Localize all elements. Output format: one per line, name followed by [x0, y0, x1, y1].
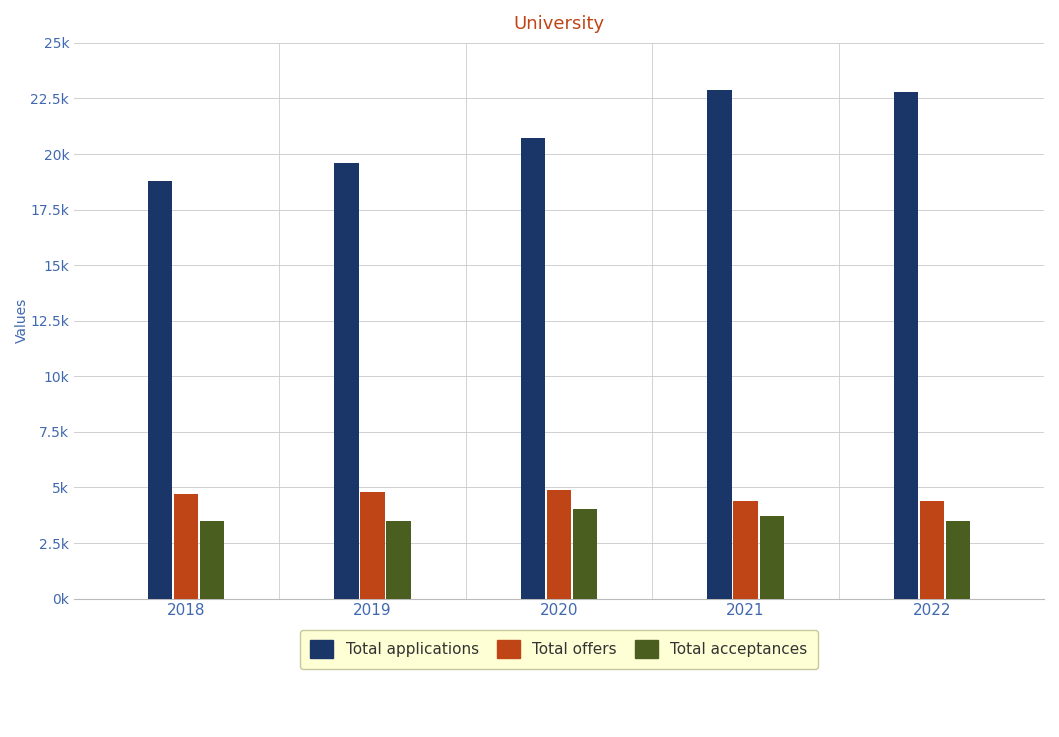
Bar: [734, 501, 757, 598]
Bar: [920, 501, 945, 598]
Legend: Total applications, Total offers, Total acceptances: Total applications, Total offers, Total …: [300, 629, 819, 668]
Bar: [946, 521, 970, 598]
Bar: [546, 489, 571, 598]
Bar: [174, 494, 198, 598]
Bar: [148, 181, 172, 598]
Bar: [759, 517, 784, 598]
Bar: [573, 509, 597, 598]
Bar: [360, 492, 384, 598]
Bar: [335, 163, 359, 598]
Bar: [521, 139, 545, 598]
Bar: [200, 521, 225, 598]
Title: University: University: [514, 15, 605, 33]
Bar: [387, 521, 411, 598]
Bar: [894, 92, 918, 598]
Y-axis label: Values: Values: [15, 298, 29, 343]
Bar: [707, 90, 732, 598]
